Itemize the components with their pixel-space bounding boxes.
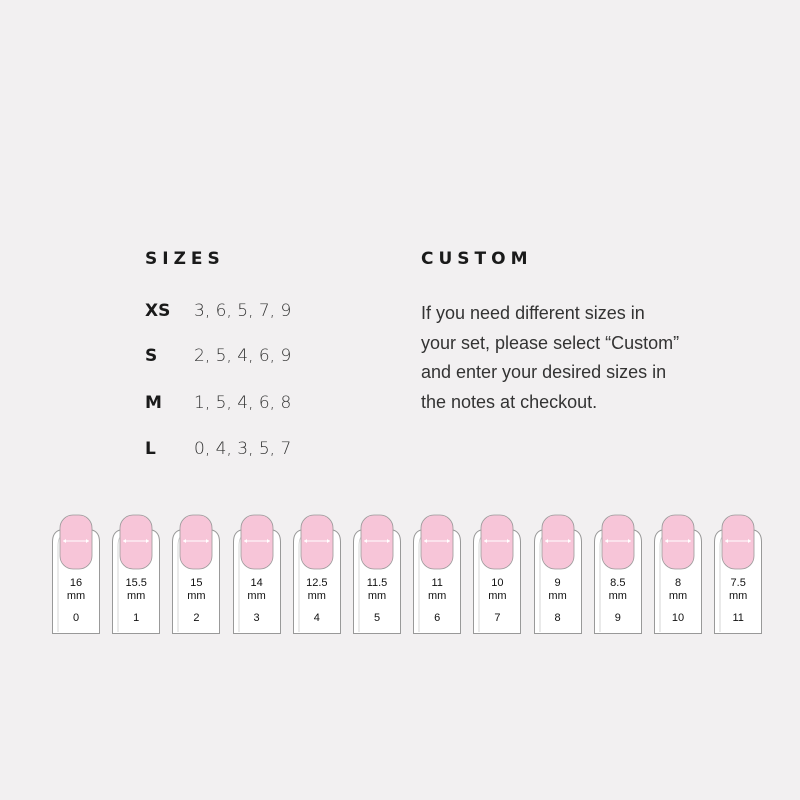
size-values: 3, 6, 5, 7, 9 (194, 301, 292, 321)
nail-width: 10 (491, 577, 504, 589)
nail-width: 16 (69, 577, 83, 589)
size-values: 0, 4, 3, 5, 7 (194, 439, 292, 459)
sizes-heading: SIZES (145, 249, 225, 269)
nail-size-number: 1 (133, 612, 140, 624)
nail-card: 11 mm 6 (413, 512, 462, 634)
nail-size-number: 9 (614, 612, 621, 624)
size-label: XS (145, 301, 171, 321)
nail-card: 16 mm 0 (52, 512, 100, 634)
nail-card: 12.5 mm 4 (292, 512, 341, 634)
nail-card: 10 mm 7 (473, 512, 522, 634)
nail-unit: mm (66, 590, 86, 602)
nail-icon (353, 514, 401, 634)
nail-size-number: 3 (253, 612, 260, 624)
nail-width: 9 (554, 577, 561, 589)
nail-size-number: 7 (494, 612, 501, 624)
nail-icon (112, 514, 161, 634)
nail-unit: mm (729, 590, 748, 602)
nail-icon (413, 514, 462, 634)
nail-width: 15 (190, 577, 203, 589)
nail-card: 15.5 mm 1 (112, 512, 161, 634)
nail-card: 8.5 mm 9 (593, 512, 642, 634)
nail-icon (714, 514, 763, 634)
nail-size-number: 5 (373, 612, 381, 624)
custom-description: If you need different sizes in your set,… (421, 303, 680, 412)
nail-width: 11 (431, 577, 443, 589)
nail-unit: mm (367, 590, 387, 602)
size-label: S (145, 346, 158, 366)
nail-icon (473, 514, 522, 634)
size-label: M (145, 393, 162, 413)
nail-unit: mm (127, 590, 146, 602)
nail-size-number: 11 (732, 612, 744, 624)
size-values: 2, 5, 4, 6, 9 (194, 346, 292, 366)
nail-unit: mm (488, 590, 507, 602)
nail-unit: mm (247, 590, 266, 602)
nail-card: 11.5 mm 5 (353, 512, 401, 634)
nail-width: 11.5 (366, 577, 388, 589)
nail-unit: mm (668, 590, 688, 602)
nail-size-number: 8 (554, 612, 561, 624)
nail-card: 14 mm 3 (232, 512, 281, 634)
nail-size-number: 4 (313, 612, 320, 624)
nail-size-number: 6 (434, 612, 441, 624)
nail-card: 8 mm 10 (654, 512, 702, 634)
nail-unit: mm (608, 590, 627, 602)
size-values: 1, 5, 4, 6, 8 (194, 393, 292, 413)
nail-width: 14 (250, 577, 263, 589)
nail-icon (654, 514, 702, 634)
nail-icon (533, 514, 582, 634)
nail-width: 12.5 (306, 577, 328, 589)
nail-unit: mm (307, 590, 326, 602)
size-label: L (145, 439, 156, 459)
nail-icon (52, 514, 100, 634)
nail-icon (593, 514, 642, 634)
nail-card: 15 mm 2 (172, 512, 221, 634)
nail-unit: mm (187, 590, 206, 602)
nail-unit: mm (428, 590, 447, 602)
nail-icon (292, 514, 341, 634)
nail-unit: mm (548, 590, 567, 602)
nail-size-number: 2 (193, 612, 200, 624)
nail-width: 15.5 (125, 577, 147, 589)
nail-icon (232, 514, 281, 634)
nail-width: 8 (674, 577, 682, 589)
nail-size-number: 0 (72, 612, 80, 624)
nail-size-number: 10 (671, 612, 685, 624)
custom-heading: CUSTOM (421, 249, 533, 269)
nail-width: 8.5 (610, 577, 626, 589)
nail-card: 7.5 mm 11 (714, 512, 763, 634)
nail-width: 7.5 (730, 577, 746, 589)
nail-icon (172, 514, 221, 634)
nail-card: 9 mm 8 (533, 512, 582, 634)
